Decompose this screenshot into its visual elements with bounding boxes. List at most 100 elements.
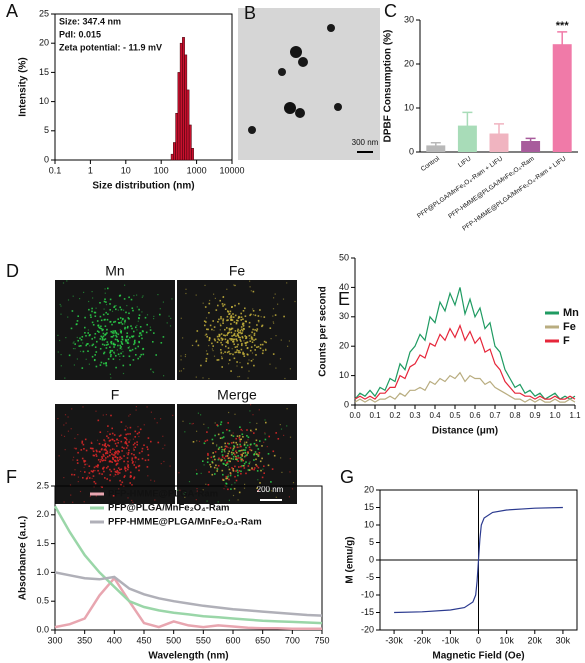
map-pixel xyxy=(259,460,262,463)
map-noise xyxy=(63,477,65,479)
x-tick-label: 600 xyxy=(225,635,240,645)
map-pixel xyxy=(120,440,123,443)
map-pixel xyxy=(101,336,104,339)
map-pixel xyxy=(119,456,122,458)
map-pixel xyxy=(112,358,115,360)
map-pixel xyxy=(142,353,145,356)
map-noise xyxy=(163,375,165,377)
map-noise xyxy=(154,499,156,501)
map-pixel xyxy=(117,473,119,475)
map-pixel xyxy=(203,320,206,322)
map-noise xyxy=(105,363,107,365)
map-noise xyxy=(104,292,106,294)
map-pixel xyxy=(99,302,101,304)
map-pixel xyxy=(245,461,247,463)
map-pixel xyxy=(115,455,117,458)
map-pixel xyxy=(230,488,232,490)
y-axis-label: DPBF Consumption (%) xyxy=(383,30,394,143)
map-pixel xyxy=(235,455,237,458)
map-pixel xyxy=(93,481,96,483)
map-pixel xyxy=(232,470,235,472)
map-pixel xyxy=(130,349,132,352)
map-pixel xyxy=(248,469,251,471)
map-noise xyxy=(274,293,276,295)
map-pixel xyxy=(228,450,230,453)
map-pixel xyxy=(255,354,257,356)
map-pixel xyxy=(256,324,258,326)
map-noise xyxy=(248,370,250,372)
map-noise xyxy=(208,345,210,347)
map-noise xyxy=(198,440,201,442)
map-pixel xyxy=(259,440,261,442)
map-pixel xyxy=(231,319,234,321)
y-tick-label: 15 xyxy=(39,67,49,77)
map-pixel xyxy=(235,351,238,353)
panel-letter: C xyxy=(384,1,397,21)
map-pixel xyxy=(238,350,240,352)
map-pixel xyxy=(127,338,129,341)
map-noise xyxy=(150,479,152,481)
map-pixel xyxy=(238,450,240,452)
map-pixel xyxy=(240,316,243,318)
map-pixel xyxy=(106,435,108,437)
map-pixel xyxy=(241,336,244,339)
map-noise xyxy=(251,352,254,354)
map-pixel xyxy=(225,477,227,480)
map-noise xyxy=(213,355,216,357)
scale-bar-label: 200 nm xyxy=(257,485,284,494)
map-noise xyxy=(136,324,138,327)
map-pixel xyxy=(113,468,116,471)
map-pixel xyxy=(138,335,141,338)
map-pixel xyxy=(110,336,113,338)
map-noise xyxy=(126,452,128,454)
map-noise xyxy=(205,350,208,352)
map-noise xyxy=(180,359,182,361)
map-pixel xyxy=(131,348,134,351)
map-noise xyxy=(238,446,240,448)
map-pixel xyxy=(116,438,118,441)
map-label: Mn xyxy=(105,263,124,279)
y-axis-label: Intensity (%) xyxy=(18,57,29,116)
map-noise xyxy=(184,431,186,433)
map-noise xyxy=(291,488,294,490)
map-noise xyxy=(146,406,148,408)
map-pixel xyxy=(127,460,129,463)
x-tick-label: 0.1 xyxy=(49,165,62,175)
map-pixel xyxy=(245,472,247,475)
map-noise xyxy=(140,332,143,334)
map-pixel xyxy=(200,364,202,367)
map-pixel xyxy=(233,343,235,345)
map-pixel xyxy=(221,451,223,453)
x-tick-label: LIFU xyxy=(457,155,473,169)
map-pixel xyxy=(255,439,258,442)
map-pixel xyxy=(249,314,251,317)
map-pixel xyxy=(130,453,133,455)
map-noise xyxy=(93,486,95,488)
map-pixel xyxy=(104,338,107,340)
map-pixel xyxy=(254,338,257,341)
map-pixel xyxy=(230,442,233,444)
map-noise xyxy=(164,444,166,446)
map-noise xyxy=(242,460,244,462)
map-pixel xyxy=(239,438,241,441)
map-noise xyxy=(280,457,282,459)
map-noise xyxy=(126,305,128,307)
map-pixel xyxy=(230,318,233,320)
legend-label: PFP-HMME@PLGA/MnFe₂O₄-Ram xyxy=(108,517,262,528)
map-noise xyxy=(73,341,75,343)
map-noise xyxy=(162,447,164,450)
map-noise xyxy=(57,351,59,353)
map-pixel xyxy=(233,334,236,336)
map-noise xyxy=(120,332,122,334)
map-pixel xyxy=(243,467,246,469)
map-noise xyxy=(212,350,214,352)
map-pixel xyxy=(257,448,260,450)
map-pixel xyxy=(229,310,232,313)
map-pixel xyxy=(115,332,118,335)
map-pixel xyxy=(101,337,104,340)
map-pixel xyxy=(101,457,104,460)
map-noise xyxy=(182,420,184,422)
map-noise xyxy=(116,349,118,351)
map-pixel xyxy=(141,450,143,453)
map-pixel xyxy=(241,329,244,332)
